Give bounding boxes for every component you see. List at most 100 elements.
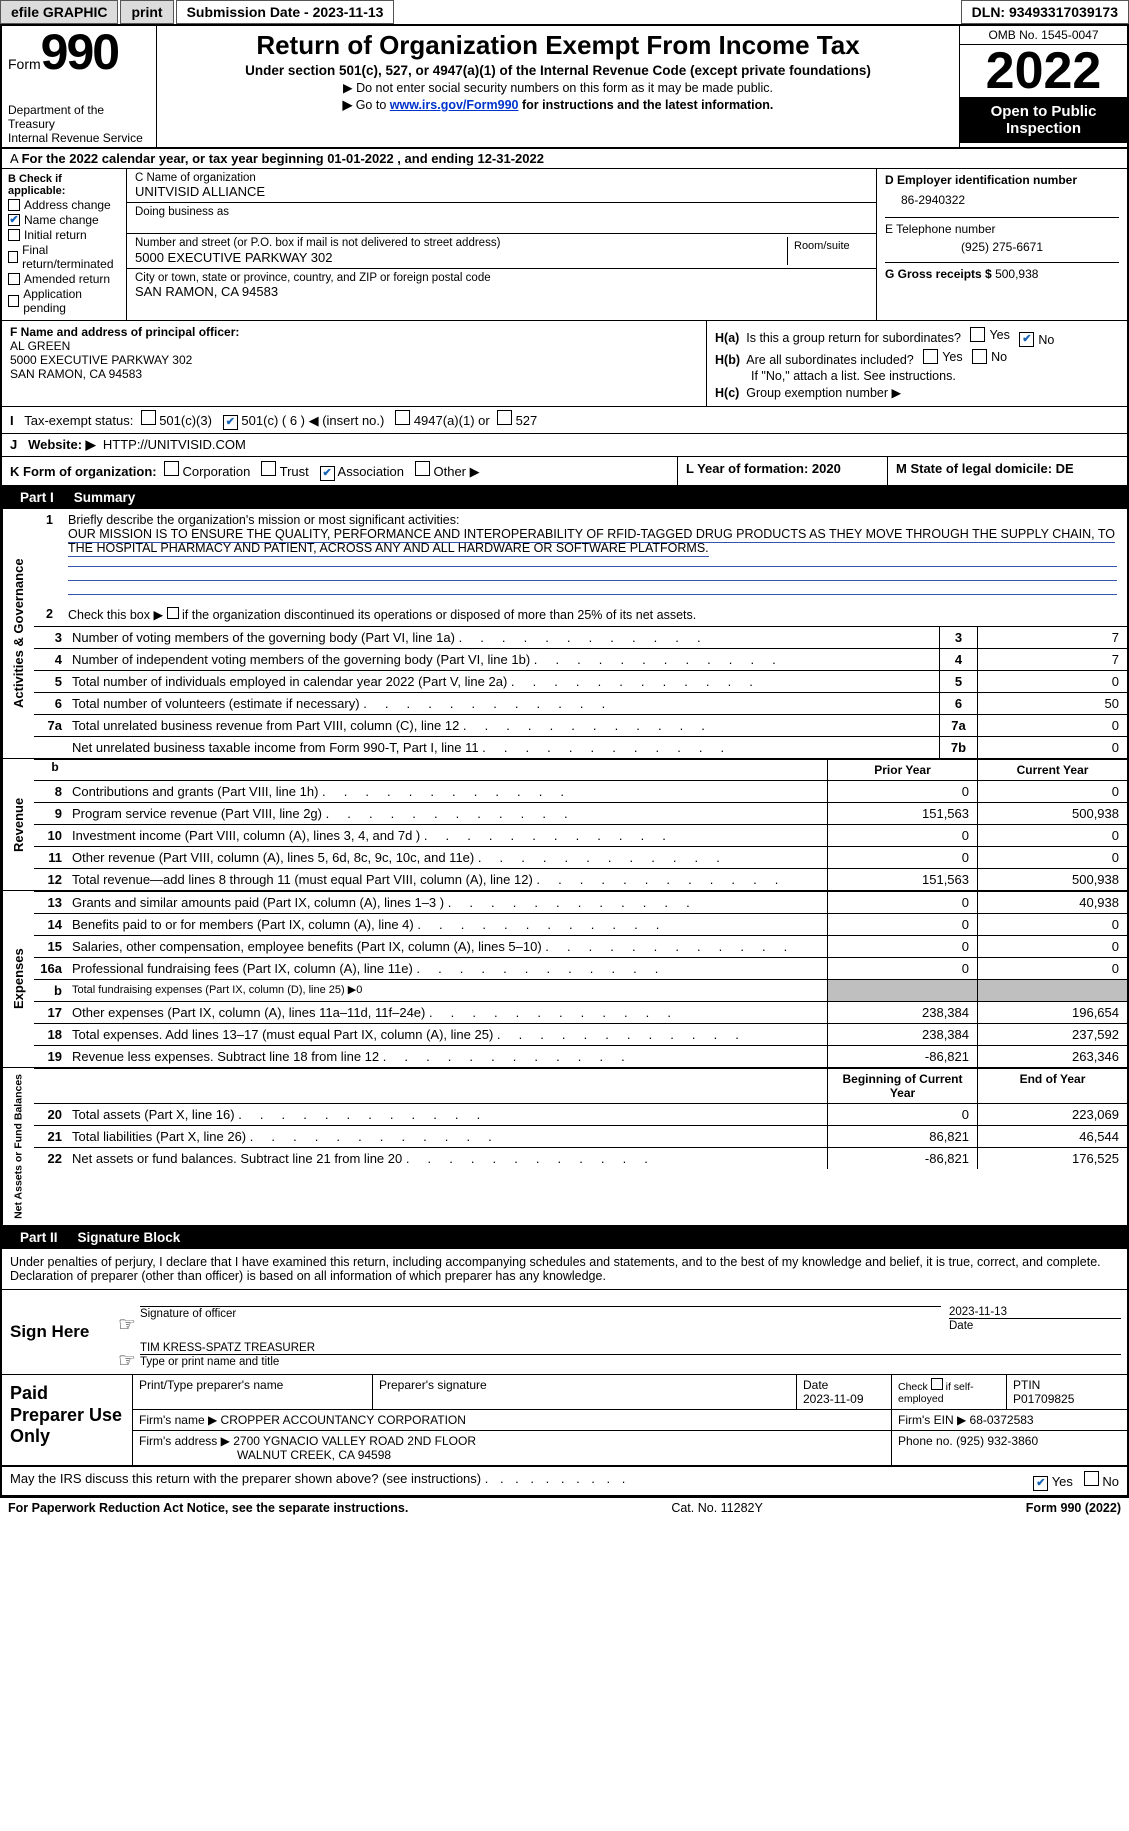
summary-line: 16aProfessional fundraising fees (Part I… [34, 957, 1127, 979]
cat-no: Cat. No. 11282Y [408, 1501, 1025, 1515]
summary-line: 20Total assets (Part X, line 16)0223,069 [34, 1103, 1127, 1125]
chk-discontinued[interactable] [167, 607, 179, 619]
chk-4947[interactable] [395, 410, 410, 425]
mission-text: OUR MISSION IS TO ENSURE THE QUALITY, PE… [68, 527, 1115, 557]
goto-line: ▶ Go to www.irs.gov/Form990 for instruct… [165, 97, 951, 112]
firm-addr-lbl: Firm's address ▶ [139, 1434, 230, 1448]
chk-name-change[interactable] [8, 214, 20, 226]
officer-addr1: 5000 EXECUTIVE PARKWAY 302 [10, 353, 698, 367]
lbl-address-change: Address change [24, 198, 111, 212]
irs-label: Internal Revenue Service [8, 131, 150, 145]
chk-final-return[interactable] [8, 251, 18, 263]
print-button[interactable]: print [120, 0, 173, 24]
col-eoy: End of Year [977, 1069, 1127, 1103]
org-name: UNITVISID ALLIANCE [135, 184, 868, 199]
part1-header: Part I Summary [2, 486, 1127, 509]
chk-501c[interactable] [223, 415, 238, 430]
dba-label: Doing business as [135, 206, 868, 218]
gov-line: 4Number of independent voting members of… [34, 648, 1127, 670]
discuss-yes[interactable] [1033, 1476, 1048, 1491]
room-suite-label: Room/suite [788, 237, 868, 265]
discuss-no[interactable] [1084, 1471, 1099, 1486]
chk-address-change[interactable] [8, 199, 20, 211]
chk-application-pending[interactable] [8, 295, 19, 307]
chk-self-employed[interactable] [931, 1378, 943, 1390]
firm-name-lbl: Firm's name ▶ [139, 1413, 217, 1427]
org-name-label: C Name of organization [135, 172, 868, 184]
chk-other[interactable] [415, 461, 430, 476]
mission-prompt: Briefly describe the organization's miss… [68, 513, 459, 527]
officer-name: AL GREEN [10, 339, 698, 353]
summary-line: 13Grants and similar amounts paid (Part … [34, 891, 1127, 913]
hb-yes[interactable] [923, 349, 938, 364]
street-address: 5000 EXECUTIVE PARKWAY 302 [135, 250, 787, 265]
ha-yes[interactable] [970, 327, 985, 342]
chk-527[interactable] [497, 410, 512, 425]
part1-heading: Summary [74, 490, 136, 505]
form-footer: Form 990 (2022) [1026, 1501, 1121, 1515]
top-toolbar: efile GRAPHIC print Submission Date - 20… [0, 0, 1129, 24]
city-state-zip: SAN RAMON, CA 94583 [135, 284, 868, 299]
efile-graphic-button[interactable]: efile GRAPHIC [0, 0, 118, 24]
sig-date-label: Date [949, 1318, 1121, 1332]
ha-label: Is this a group return for subordinates? [746, 331, 961, 345]
gov-line: Net unrelated business taxable income fr… [34, 736, 1127, 758]
form-title: Return of Organization Exempt From Incom… [165, 30, 951, 61]
lbl-initial-return: Initial return [24, 228, 87, 242]
city-label: City or town, state or province, country… [135, 272, 868, 284]
addr-label: Number and street (or P.O. box if mail i… [135, 237, 787, 250]
summary-line: 11Other revenue (Part VIII, column (A), … [34, 846, 1127, 868]
chk-assoc[interactable] [320, 466, 335, 481]
summary-line: 9Program service revenue (Part VIII, lin… [34, 802, 1127, 824]
firm-name: CROPPER ACCOUNTANCY CORPORATION [221, 1413, 466, 1427]
officer-signature-line: Signature of officer [140, 1306, 941, 1332]
officer-addr2: SAN RAMON, CA 94583 [10, 367, 698, 381]
sign-here-label: Sign Here [2, 1290, 112, 1374]
chk-amended-return[interactable] [8, 273, 20, 285]
discuss-text: May the IRS discuss this return with the… [10, 1471, 481, 1486]
chk-initial-return[interactable] [8, 229, 20, 241]
pointer-icon: ☞ [118, 1354, 136, 1368]
goto-pre: Go to [356, 98, 390, 112]
hb-no[interactable] [972, 349, 987, 364]
form-org-label: K Form of organization: [10, 464, 157, 479]
summary-line: 19Revenue less expenses. Subtract line 1… [34, 1045, 1127, 1067]
box-b-label: B Check if applicable: [8, 173, 120, 197]
prep-print-name-lbl: Print/Type preparer's name [133, 1375, 373, 1409]
fh-block: F Name and address of principal officer:… [2, 321, 1127, 407]
tax-exempt-label: Tax-exempt status: [24, 413, 133, 428]
vtab-netassets: Net Assets or Fund Balances [2, 1068, 34, 1225]
dln-label: DLN: 93493317039173 [961, 0, 1129, 24]
submission-date: Submission Date - 2023-11-13 [176, 0, 395, 24]
gov-line: 5Total number of individuals employed in… [34, 670, 1127, 692]
summary-line: 15Salaries, other compensation, employee… [34, 935, 1127, 957]
officer-typed-name: TIM KRESS-SPATZ TREASURER [140, 1342, 1121, 1354]
lbl-amended-return: Amended return [24, 272, 110, 286]
phone-label: E Telephone number [885, 218, 1119, 236]
col-prior: Prior Year [827, 760, 977, 780]
tax-year: 2022 [960, 45, 1127, 97]
dept-treasury: Department of the Treasury [8, 103, 150, 131]
chk-501c3[interactable] [141, 410, 156, 425]
firm-phone: (925) 932-3860 [956, 1434, 1038, 1448]
goto-post: for instructions and the latest informat… [522, 98, 773, 112]
hb-note: If "No," attach a list. See instructions… [715, 369, 1119, 383]
bcd-block: B Check if applicable: Address change Na… [2, 169, 1127, 321]
summary-line: bTotal fundraising expenses (Part IX, co… [34, 979, 1127, 1001]
irs-link[interactable]: www.irs.gov/Form990 [390, 98, 519, 112]
firm-phone-lbl: Phone no. [898, 1434, 953, 1448]
col-boy: Beginning of Current Year [827, 1069, 977, 1103]
chk-corp[interactable] [164, 461, 179, 476]
summary-line: 17Other expenses (Part IX, column (A), l… [34, 1001, 1127, 1023]
form-word: Form [8, 56, 41, 72]
chk-trust[interactable] [261, 461, 276, 476]
part1-tab: Part I [10, 488, 64, 507]
website-value: HTTP://UNITVISID.COM [103, 437, 246, 452]
ha-no[interactable] [1019, 332, 1034, 347]
firm-addr1: 2700 YGNACIO VALLEY ROAD 2ND FLOOR [233, 1434, 476, 1448]
prep-date-lbl: Date [803, 1378, 885, 1392]
form-number: 990 [41, 30, 118, 75]
gross-receipts-label: G Gross receipts $ [885, 267, 992, 281]
type-name-label: Type or print name and title [140, 1354, 1121, 1368]
col-current: Current Year [977, 760, 1127, 780]
